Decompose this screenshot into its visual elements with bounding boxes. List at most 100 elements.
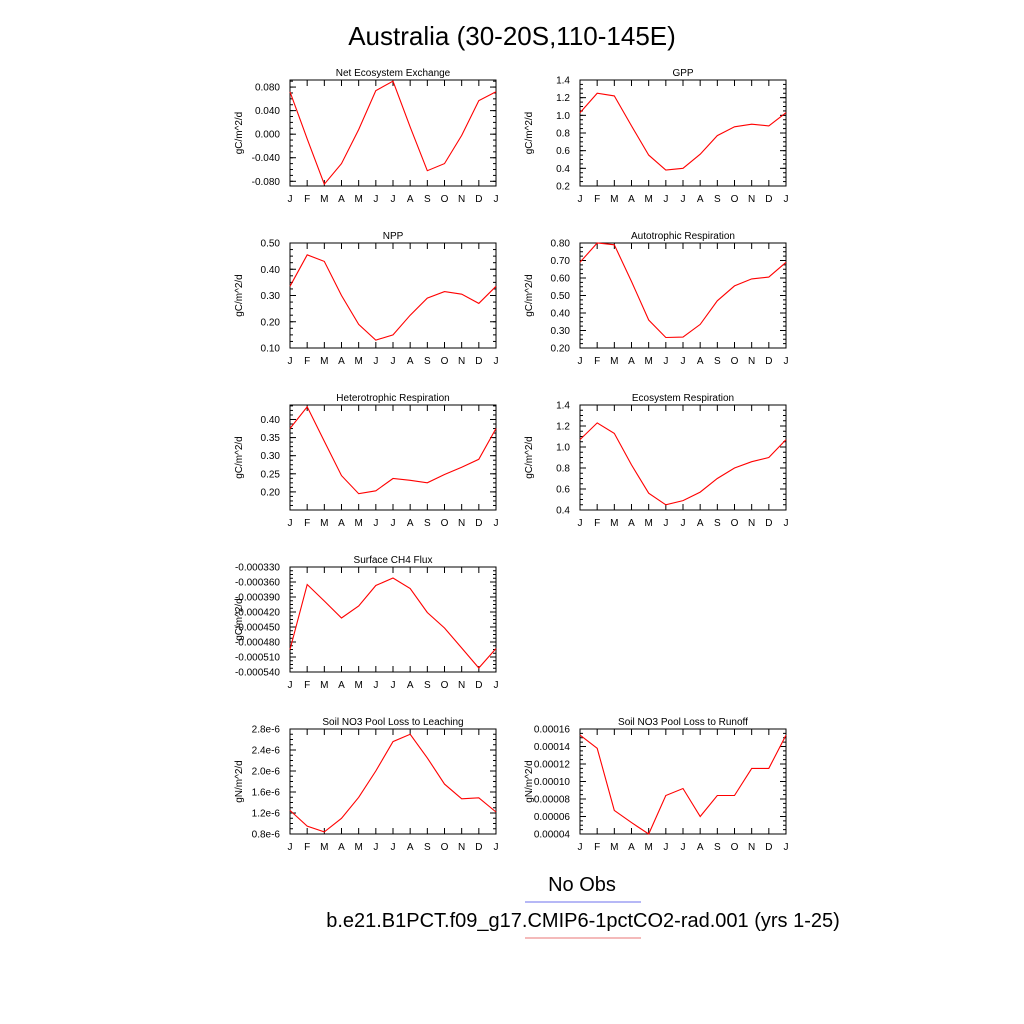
x-tick-label: M xyxy=(610,194,618,205)
x-tick-label: J xyxy=(784,842,789,853)
x-tick-label: A xyxy=(407,842,414,853)
y-tick-label: 1.6e-6 xyxy=(252,788,281,799)
series-line xyxy=(579,92,787,171)
x-tick-label: J xyxy=(373,680,378,691)
y-tick-label: 0.30 xyxy=(551,326,571,337)
y-axis-label: gC/m^2/d xyxy=(234,598,245,641)
x-tick-label: J xyxy=(784,194,789,205)
plot-frame xyxy=(289,566,497,673)
x-tick-label: A xyxy=(338,842,345,853)
x-tick-label: J xyxy=(373,518,378,529)
y-tick-label: 0.40 xyxy=(261,265,281,276)
y-tick-label: 1.4 xyxy=(556,401,570,412)
y-tick-label: 0.6 xyxy=(556,485,570,496)
y-tick-label: 0.00016 xyxy=(534,725,571,736)
x-tick-label: M xyxy=(354,194,362,205)
series-line xyxy=(289,577,497,669)
y-axis-label: gC/m^2/d xyxy=(524,112,535,155)
x-tick-label: J xyxy=(391,356,396,367)
x-tick-label: M xyxy=(644,194,652,205)
x-tick-label: J xyxy=(663,842,668,853)
x-tick-label: A xyxy=(407,518,414,529)
x-tick-label: N xyxy=(458,356,465,367)
y-tick-label: 0.8e-6 xyxy=(252,830,281,841)
panel-7: Surface CH4 Flux gC/m^2/d -0.000540 -0.0005… xyxy=(234,555,499,691)
panel-title: Soil NO3 Pool Loss to Leaching xyxy=(322,717,463,728)
x-tick-label: M xyxy=(320,680,328,691)
x-tick-label: M xyxy=(354,680,362,691)
y-tick-label: 0.70 xyxy=(551,256,571,267)
y-tick-label: 1.2 xyxy=(556,93,570,104)
y-tick-label: 2.4e-6 xyxy=(252,746,281,757)
y-axis-label: gN/m^2/d xyxy=(234,760,245,803)
legend: No Obs b.e21.B1PCT.f09_g17.CMIP6-1pctCO2… xyxy=(326,874,840,939)
legend-label-model: b.e21.B1PCT.f09_g17.CMIP6-1pctCO2-rad.00… xyxy=(326,910,840,932)
x-tick-label: S xyxy=(424,680,431,691)
x-tick-label: J xyxy=(494,518,499,529)
series-line xyxy=(289,80,497,186)
x-tick-label: F xyxy=(594,356,600,367)
series-line xyxy=(579,422,787,506)
y-tick-label: 0.30 xyxy=(261,451,281,462)
y-tick-label: 0.20 xyxy=(551,344,571,355)
x-tick-label: J xyxy=(681,518,686,529)
y-axis-label: gC/m^2/d xyxy=(234,112,245,155)
y-tick-label: -0.000480 xyxy=(235,638,280,649)
x-tick-label: F xyxy=(594,518,600,529)
x-tick-label: N xyxy=(458,842,465,853)
x-tick-label: S xyxy=(714,518,721,529)
x-tick-label: J xyxy=(784,518,789,529)
x-tick-label: D xyxy=(765,356,772,367)
x-tick-label: J xyxy=(663,356,668,367)
x-tick-label: A xyxy=(407,194,414,205)
x-tick-label: J xyxy=(494,842,499,853)
panel-title: Heterotrophic Respiration xyxy=(336,393,449,404)
y-axis-label: gC/m^2/d xyxy=(524,274,535,317)
series-line xyxy=(289,254,497,341)
plot-frame xyxy=(579,242,787,349)
x-tick-label: N xyxy=(748,194,755,205)
x-tick-label: O xyxy=(731,194,739,205)
panel-title: Autotrophic Respiration xyxy=(631,231,735,242)
x-tick-label: A xyxy=(628,518,635,529)
x-tick-label: J xyxy=(578,356,583,367)
x-tick-label: O xyxy=(441,356,449,367)
x-tick-label: A xyxy=(407,356,414,367)
x-tick-label: J xyxy=(681,194,686,205)
panel-title: NPP xyxy=(383,231,404,242)
x-tick-label: M xyxy=(320,356,328,367)
panel-title: Ecosystem Respiration xyxy=(632,393,734,404)
y-tick-label: 0.000 xyxy=(255,130,280,141)
legend-label-obs: No Obs xyxy=(548,874,616,896)
x-tick-label: J xyxy=(391,194,396,205)
y-tick-label: -0.000510 xyxy=(235,653,280,664)
x-tick-label: S xyxy=(714,842,721,853)
x-tick-label: J xyxy=(373,842,378,853)
x-tick-label: A xyxy=(338,356,345,367)
x-tick-label: M xyxy=(320,842,328,853)
x-tick-label: M xyxy=(610,842,618,853)
x-tick-label: J xyxy=(663,194,668,205)
y-tick-label: 0.20 xyxy=(261,317,281,328)
panel-title: Soil NO3 Pool Loss to Runoff xyxy=(618,717,748,728)
y-axis-label: gC/m^2/d xyxy=(234,436,245,479)
x-tick-label: J xyxy=(288,518,293,529)
x-tick-label: A xyxy=(697,518,704,529)
y-tick-label: 0.080 xyxy=(255,83,280,94)
x-tick-label: D xyxy=(475,680,482,691)
y-tick-label: 0.00004 xyxy=(534,830,571,841)
y-tick-label: 0.40 xyxy=(261,415,281,426)
panel-9: Soil NO3 Pool Loss to RunoffgN/m^2/d0.00… xyxy=(524,717,789,853)
x-tick-label: D xyxy=(765,194,772,205)
x-tick-label: N xyxy=(748,356,755,367)
x-tick-label: N xyxy=(458,680,465,691)
y-tick-label: 0.4 xyxy=(556,164,570,175)
y-tick-label: 0.00008 xyxy=(534,795,571,806)
y-tick-label: -0.000540 xyxy=(235,668,280,679)
figure-title: Australia (30-20S,110-145E) xyxy=(348,21,676,51)
y-tick-label: 0.80 xyxy=(551,239,571,250)
x-tick-label: S xyxy=(424,194,431,205)
x-tick-label: O xyxy=(731,842,739,853)
